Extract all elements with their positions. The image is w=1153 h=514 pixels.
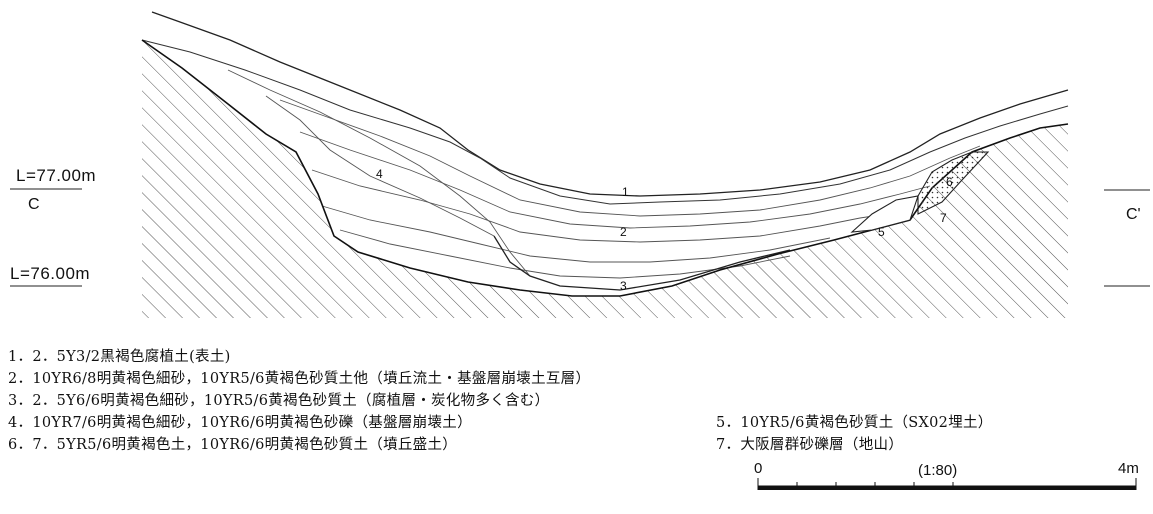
legend-item-2: 2．10YR6/8明黄褐色細砂，10YR5/6黄褐色砂質土他（墳丘流土・基盤層崩…	[8, 371, 591, 387]
legend-item-6: 6．7．5YR5/6明黄褐色土，10YR6/6明黄褐色砂質土（墳丘盛土）	[8, 437, 458, 453]
section-left-label: C	[28, 196, 40, 213]
layer-3-line	[493, 235, 791, 291]
layer-number-4: 4	[376, 167, 383, 181]
layer-number-6: 6	[946, 175, 953, 189]
scale-start: 0	[754, 460, 763, 477]
legend-item-4: 4．10YR7/6明黄褐色細砂，10YR6/6明黄褐色砂礫（基盤層崩壊土）	[8, 415, 472, 431]
scale-ratio: (1:80)	[918, 462, 958, 479]
layer-line-a	[141, 39, 1069, 205]
layer-number-5: 5	[878, 225, 885, 239]
layer-4-line-2	[265, 95, 495, 237]
pit-fill	[142, 12, 1068, 296]
bedrock-hatch	[142, 40, 1068, 318]
legend-item-1: 1．2．5Y3/2黒褐色腐植土(表土)	[8, 349, 231, 365]
elevation-lower-label: L=76.00m	[10, 264, 91, 283]
legend-item-7: 7．大阪層群砂礫層（地山）	[716, 437, 904, 453]
layer-line-d	[311, 169, 901, 243]
section-right-label: C'	[1126, 206, 1141, 223]
layer-line-b	[279, 99, 981, 217]
layer-4-line-1	[227, 69, 531, 277]
legend-item-5: 5．10YR5/6黄褐色砂質土（SX02埋土）	[716, 415, 993, 431]
elevation-upper-label: L=77.00m	[16, 166, 97, 185]
layer-number-3: 3	[620, 279, 627, 293]
scale-end: 4m	[1118, 460, 1139, 477]
layer-line-e	[321, 205, 831, 263]
layer-number-1: 1	[622, 185, 629, 199]
layer-number-7: 7	[940, 211, 947, 225]
surface-line-top	[151, 11, 1069, 197]
layer-number-2: 2	[620, 225, 627, 239]
layer-6-fill	[917, 151, 990, 215]
legend-item-3: 3．2．5Y6/6明黄褐色細砂，10YR5/6黄褐色砂質土（腐植層・炭化物多く含…	[8, 393, 550, 409]
layer-line-c	[299, 131, 931, 229]
scale-bar	[757, 478, 1137, 490]
